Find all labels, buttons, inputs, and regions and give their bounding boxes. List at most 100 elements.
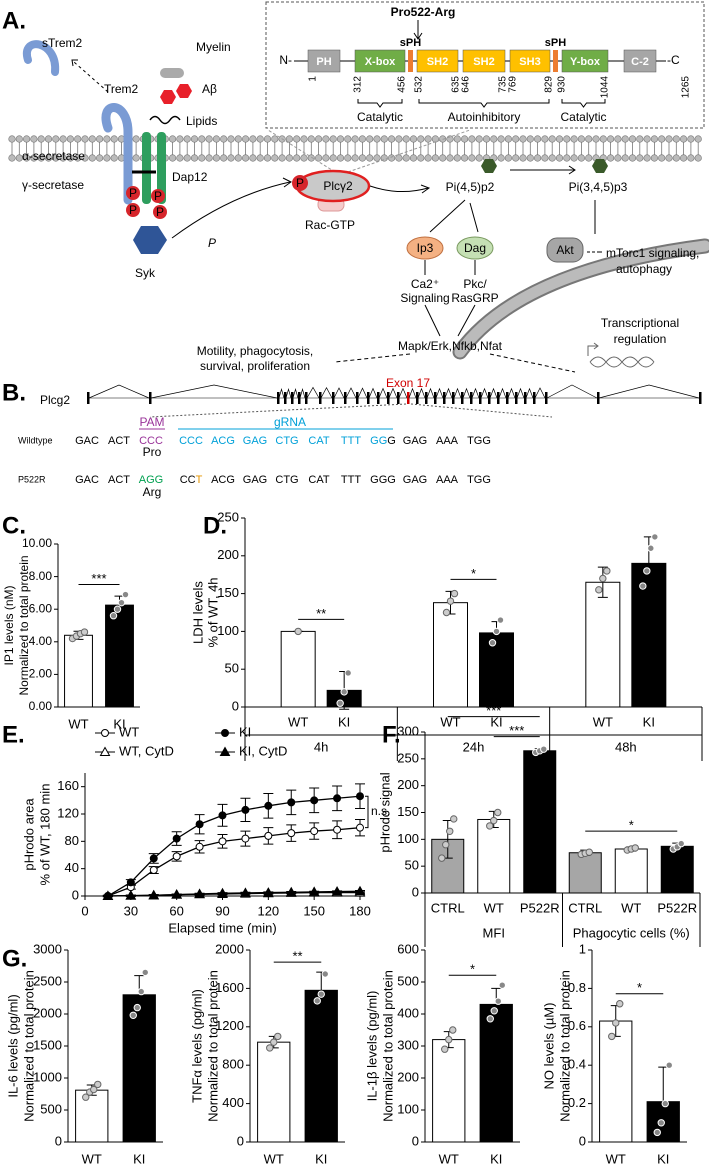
region-bracket — [357, 99, 403, 108]
x-tick-label: WT — [606, 1151, 626, 1166]
lipid-head — [526, 135, 534, 143]
x-tick-label: 180 — [349, 903, 371, 918]
lipid-head — [424, 154, 432, 162]
codon: AAA — [436, 474, 459, 486]
marker — [354, 885, 366, 896]
label: survival, proliferation — [200, 359, 310, 373]
lipid-head — [417, 135, 425, 143]
lipid-head — [453, 154, 461, 162]
panel-a: A. Pro522-Arg N- -C PH X-box SH2 SH2 SH3 Y-bo… — [2, 1, 709, 373]
x-tick-label: 30 — [124, 903, 138, 918]
nuclear-envelope — [454, 240, 709, 358]
codon: GAC — [75, 435, 99, 447]
marker — [221, 729, 229, 737]
marker — [310, 827, 319, 836]
y-axis-label: LDH levels — [190, 581, 205, 644]
codon-part: T — [196, 474, 203, 486]
phospho-label: P — [156, 205, 164, 219]
label: Pkc/ — [463, 277, 487, 291]
codon: AGG — [139, 474, 163, 486]
data-point — [599, 574, 607, 583]
lipid-head — [409, 135, 418, 143]
data-point — [294, 627, 302, 636]
lipid-head — [366, 154, 374, 162]
y-axis-label: Normalized to total protein — [205, 970, 220, 1122]
codon: GGG — [370, 474, 396, 486]
lipid-head — [504, 135, 513, 143]
marker — [310, 796, 319, 805]
codon-part: TTT — [341, 474, 361, 486]
panel-label: A. — [2, 7, 26, 34]
lipid-head — [548, 154, 556, 162]
membrane — [8, 135, 702, 162]
significance-label: * — [637, 980, 642, 995]
domain — [307, 49, 341, 73]
data-point — [90, 1085, 98, 1094]
label: Mapk/Erk,Nfkb,Nfat — [398, 339, 503, 353]
y-tick-label: 1 — [579, 941, 586, 956]
data-point — [121, 590, 130, 599]
domain-label: SH3 — [519, 56, 540, 68]
panel-label: G. — [2, 945, 27, 972]
domain — [354, 49, 406, 73]
data-point — [442, 608, 451, 617]
lipid-head — [402, 135, 410, 143]
sph-label: sPH — [400, 37, 421, 49]
exon — [699, 392, 702, 404]
y-axis-label: pHrodo area — [21, 798, 36, 871]
phospho-shape — [126, 186, 140, 200]
lipid-head — [88, 154, 96, 162]
lipid-head — [512, 154, 520, 162]
marker — [356, 792, 364, 801]
lipid-head — [621, 135, 629, 143]
lipid-head — [636, 154, 644, 162]
data-point — [540, 745, 548, 753]
lipid-head — [606, 154, 615, 162]
arrow-head — [71, 59, 78, 67]
lipid-head — [417, 154, 425, 162]
lipid-head — [577, 154, 586, 162]
domain-label: PH — [316, 56, 331, 68]
lipid-head — [351, 154, 359, 162]
x-tick-label: WT — [593, 714, 613, 729]
sequence-label: P522R — [18, 474, 46, 484]
myelin-shape — [160, 68, 184, 78]
codon-part: TGG — [467, 474, 491, 486]
lipid-head — [461, 154, 469, 162]
y-axis-label: Normalized to total protein — [557, 970, 572, 1122]
lipid-head — [395, 154, 403, 162]
lipid-head — [643, 154, 651, 162]
codon-part: GAG — [403, 474, 427, 486]
intron — [498, 387, 507, 399]
data-point — [266, 1044, 274, 1052]
data-point — [340, 688, 348, 696]
y-tick-label: 50 — [225, 661, 239, 676]
x-tick-label: KI — [643, 714, 655, 729]
lipid-head — [37, 154, 45, 162]
label: P — [208, 236, 216, 250]
x-tick-label: KI — [315, 1151, 327, 1166]
y-tick-label: 500 — [40, 1101, 62, 1116]
legend-label: KI, CytD — [239, 743, 287, 758]
x-tick-label: P522R — [520, 900, 560, 915]
codon: GAG — [403, 474, 427, 486]
exon — [407, 392, 410, 404]
intron — [480, 387, 489, 399]
codon: CCC — [179, 435, 203, 447]
intron — [525, 387, 534, 399]
line — [107, 795, 361, 897]
lipid-head — [66, 154, 74, 162]
intron — [444, 387, 453, 399]
lipid-head — [329, 135, 337, 143]
lipid-head — [336, 135, 345, 143]
lipid-head — [599, 135, 607, 143]
codon-part: AAA — [436, 474, 459, 486]
residue-number: 930 — [557, 76, 568, 93]
y-tick-label: 2000 — [33, 1005, 62, 1020]
codon-part: GAG — [243, 435, 267, 447]
y-tick-label: 200 — [397, 777, 419, 792]
bar — [75, 1089, 109, 1143]
lipid-head — [461, 135, 469, 143]
n-terminus: N- — [279, 53, 292, 67]
intron — [357, 387, 368, 399]
